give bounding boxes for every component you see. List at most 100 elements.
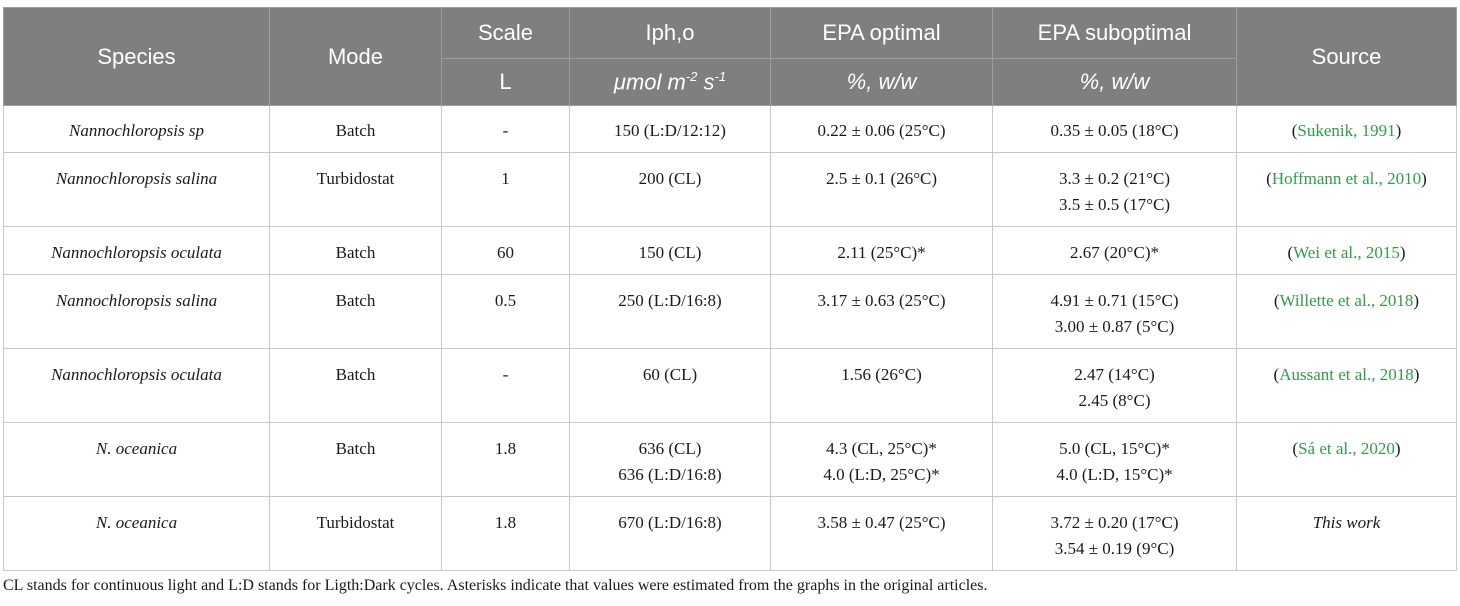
cell-epa-sub-line: 5.0 (CL, 15°C)* <box>1059 439 1170 458</box>
cell-scale: - <box>441 348 570 423</box>
cell-epa-opt-line: 2.11 (25°C)* <box>837 243 926 262</box>
table-row: Nannochloropsis oculata Batch - 60 (CL) … <box>3 348 1457 423</box>
source-link[interactable]: Wei et al., 2015 <box>1293 243 1400 262</box>
unit-scale: L <box>441 58 570 106</box>
cell-species: Nannochloropsis oculata <box>3 348 270 423</box>
cell-epa-sub-line: 4.0 (L:D, 15°C)* <box>1056 465 1173 484</box>
cell-species: Nannochloropsis salina <box>3 274 270 349</box>
cell-epa-suboptimal: 2.67 (20°C)* <box>992 226 1237 275</box>
unit-iph-sup2: -1 <box>714 68 727 84</box>
cell-iph: 150 (L:D/12:12) <box>569 105 771 153</box>
cell-epa-opt-line: 1.56 (26°C) <box>841 365 922 384</box>
unit-epa-suboptimal: %, w/w <box>992 58 1237 106</box>
cell-iph-line: 670 (L:D/16:8) <box>618 513 722 532</box>
header-source: Source <box>1236 7 1457 106</box>
cell-epa-optimal: 2.11 (25°C)* <box>770 226 993 275</box>
cell-epa-sub-line: 2.47 (14°C) <box>1074 365 1155 384</box>
cell-epa-opt-line: 3.17 ± 0.63 (25°C) <box>817 291 946 310</box>
cell-epa-suboptimal: 3.3 ± 0.2 (21°C) 3.5 ± 0.5 (17°C) <box>992 152 1237 227</box>
cell-epa-suboptimal: 0.35 ± 0.05 (18°C) <box>992 105 1237 153</box>
cell-scale: 1 <box>441 152 570 227</box>
cell-scale: - <box>441 105 570 153</box>
source-link[interactable]: Sá et al., 2020 <box>1298 439 1395 458</box>
source-link[interactable]: Willette et al., 2018 <box>1279 291 1414 310</box>
cell-iph: 670 (L:D/16:8) <box>569 496 771 571</box>
cell-epa-suboptimal: 3.72 ± 0.20 (17°C) 3.54 ± 0.19 (9°C) <box>992 496 1237 571</box>
cell-scale: 60 <box>441 226 570 275</box>
table-row: Nannochloropsis oculata Batch 60 150 (CL… <box>3 226 1457 275</box>
cell-epa-optimal: 0.22 ± 0.06 (25°C) <box>770 105 993 153</box>
cell-mode: Batch <box>269 422 442 497</box>
cell-epa-sub-line: 3.54 ± 0.19 (9°C) <box>1054 539 1175 558</box>
cell-epa-sub-line: 3.5 ± 0.5 (17°C) <box>1058 195 1171 214</box>
cell-mode: Batch <box>269 348 442 423</box>
cell-mode: Batch <box>269 226 442 275</box>
cell-epa-sub-line: 2.45 (8°C) <box>1078 391 1151 410</box>
cell-epa-opt-line: 2.5 ± 0.1 (26°C) <box>825 169 938 188</box>
cell-epa-suboptimal: 4.91 ± 0.71 (15°C) 3.00 ± 0.87 (5°C) <box>992 274 1237 349</box>
cell-species: Nannochloropsis salina <box>3 152 270 227</box>
cell-mode: Turbidostat <box>269 496 442 571</box>
cell-mode: Turbidostat <box>269 152 442 227</box>
cell-source: (Willette et al., 2018) <box>1236 274 1457 349</box>
cell-iph-line: 636 (L:D/16:8) <box>618 465 722 484</box>
cell-epa-suboptimal: 2.47 (14°C) 2.45 (8°C) <box>992 348 1237 423</box>
unit-iph: μmol m-2 s-1 <box>569 58 771 106</box>
header-epa-suboptimal: EPA suboptimal <box>992 7 1237 59</box>
cell-source: (Hoffmann et al., 2010) <box>1236 152 1457 227</box>
cell-iph: 250 (L:D/16:8) <box>569 274 771 349</box>
table-footnote: CL stands for continuous light and L:D s… <box>3 577 988 594</box>
cell-epa-optimal: 4.3 (CL, 25°C)* 4.0 (L:D, 25°C)* <box>770 422 993 497</box>
cell-source: (Sá et al., 2020) <box>1236 422 1457 497</box>
header-scale: Scale <box>441 7 570 59</box>
cell-iph-line: 60 (CL) <box>642 365 698 384</box>
cell-source: (Sukenik, 1991) <box>1236 105 1457 153</box>
table-row: N. oceanica Batch 1.8 636 (CL) 636 (L:D/1… <box>3 422 1457 497</box>
cell-species: Nannochloropsis sp <box>3 105 270 153</box>
cell-epa-optimal: 1.56 (26°C) <box>770 348 993 423</box>
cell-epa-opt-line: 0.22 ± 0.06 (25°C) <box>817 121 946 140</box>
cell-iph: 200 (CL) <box>569 152 771 227</box>
header-species: Species <box>3 7 270 106</box>
table-row: Nannochloropsis salina Turbidostat 1 200… <box>3 152 1457 227</box>
cell-source: (Wei et al., 2015) <box>1236 226 1457 275</box>
header-iph-main: I <box>645 20 652 45</box>
header-iph: Iph,o <box>569 7 771 59</box>
cell-epa-sub-line: 3.3 ± 0.2 (21°C) <box>1058 169 1171 188</box>
cell-scale: 1.8 <box>441 496 570 571</box>
cell-iph-line: 150 (L:D/12:12) <box>614 121 726 140</box>
cell-epa-optimal: 3.17 ± 0.63 (25°C) <box>770 274 993 349</box>
unit-iph-a: μmol m <box>613 69 686 95</box>
cell-iph: 150 (CL) <box>569 226 771 275</box>
cell-iph-line: 250 (L:D/16:8) <box>618 291 722 310</box>
cell-iph: 636 (CL) 636 (L:D/16:8) <box>569 422 771 497</box>
units-row: L μmol m-2 s-1 %, w/w %, w/w <box>4 58 1457 106</box>
cell-species: Nannochloropsis oculata <box>3 226 270 275</box>
cell-iph-line: 200 (CL) <box>638 169 702 188</box>
cell-epa-sub-line: 3.72 ± 0.20 (17°C) <box>1050 513 1179 532</box>
cell-epa-sub-line: 4.91 ± 0.71 (15°C) <box>1050 291 1179 310</box>
cell-mode: Batch <box>269 274 442 349</box>
cell-mode: Batch <box>269 105 442 153</box>
cell-scale: 0.5 <box>441 274 570 349</box>
cell-epa-sub-line: 2.67 (20°C)* <box>1070 243 1159 262</box>
cell-epa-opt-line: 4.3 (CL, 25°C)* <box>826 439 937 458</box>
source-link[interactable]: Sukenik, 1991 <box>1297 121 1396 140</box>
unit-iph-sup1: -2 <box>685 68 698 84</box>
header-epa-optimal: EPA optimal <box>770 7 993 59</box>
header-iph-subscript: ph,o <box>651 20 695 45</box>
unit-epa-optimal: %, w/w <box>770 58 993 106</box>
table-row: Nannochloropsis sp Batch - 150 (L:D/12:1… <box>3 105 1457 153</box>
data-table: Species Mode Scale Iph,o EPA optimal EPA… <box>3 7 1457 571</box>
cell-epa-suboptimal: 5.0 (CL, 15°C)* 4.0 (L:D, 15°C)* <box>992 422 1237 497</box>
source-link[interactable]: Aussant et al., 2018 <box>1279 365 1414 384</box>
cell-epa-optimal: 3.58 ± 0.47 (25°C) <box>770 496 993 571</box>
cell-epa-optimal: 2.5 ± 0.1 (26°C) <box>770 152 993 227</box>
cell-scale: 1.8 <box>441 422 570 497</box>
source-link[interactable]: Hoffmann et al., 2010 <box>1271 169 1422 188</box>
cell-species: N. oceanica <box>3 496 270 571</box>
cell-epa-opt-line: 3.58 ± 0.47 (25°C) <box>817 513 946 532</box>
header-mode: Mode <box>269 7 442 106</box>
cell-iph-line: 636 (CL) <box>638 439 702 458</box>
table-row: N. oceanica Turbidostat 1.8 670 (L:D/16:… <box>3 496 1457 571</box>
